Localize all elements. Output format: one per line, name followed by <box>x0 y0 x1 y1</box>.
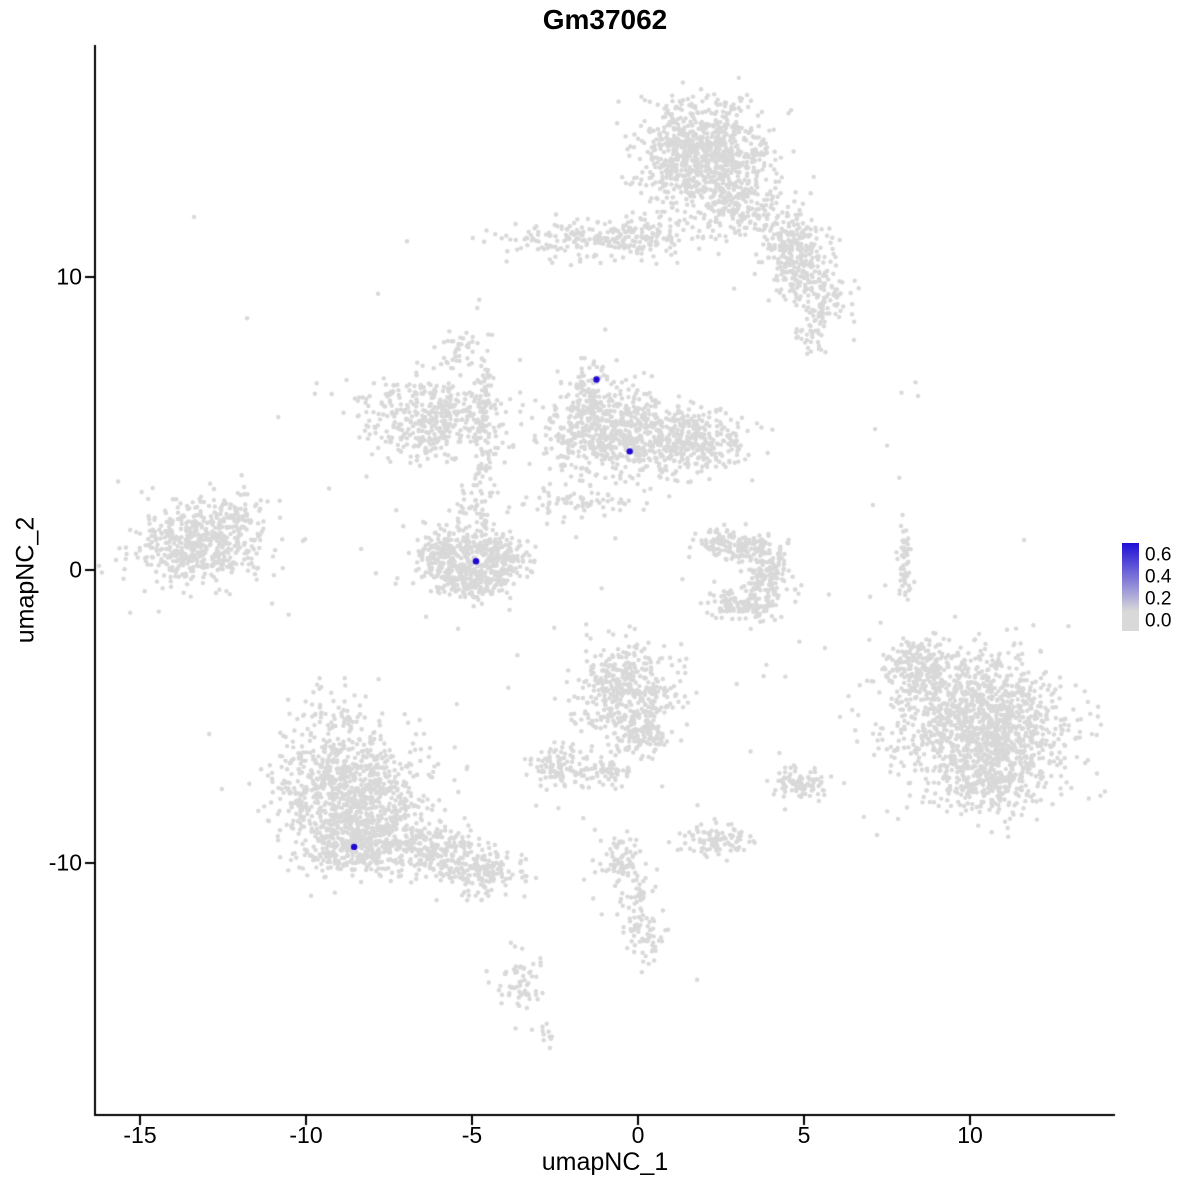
color-scale-legend: 0.6 0.4 0.2 0.0 <box>1122 543 1171 631</box>
x-tick-label: 5 <box>797 1122 811 1148</box>
x-axis-label: umapNC_1 <box>541 1148 669 1176</box>
legend-tick-label: 0.2 <box>1145 588 1172 610</box>
x-tick-label: -10 <box>289 1122 323 1148</box>
y-tick-label: -10 <box>48 849 82 876</box>
x-tick-label: -5 <box>461 1122 483 1148</box>
x-tick-label: 0 <box>631 1122 645 1148</box>
legend-tick-label: 0.0 <box>1145 610 1172 632</box>
legend-tick-label: 0.6 <box>1145 544 1172 566</box>
y-tick-label: 10 <box>56 263 82 290</box>
x-tick-label: -15 <box>123 1122 157 1148</box>
y-tick-label: 0 <box>69 556 82 583</box>
plot-title: Gm37062 <box>542 4 668 35</box>
legend-tick-label: 0.4 <box>1145 566 1172 588</box>
legend-gradient-bar <box>1122 543 1139 631</box>
x-tick-label: 10 <box>957 1122 983 1148</box>
